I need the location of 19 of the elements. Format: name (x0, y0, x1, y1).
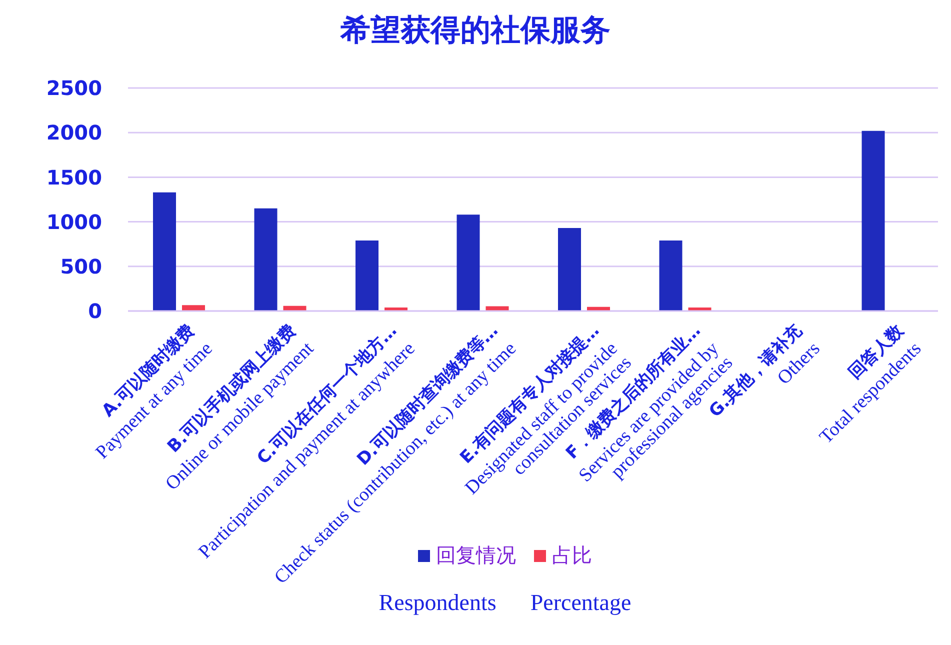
legend-label: 回复情况 (435, 542, 516, 569)
bar (182, 305, 205, 311)
chart-title: 希望获得的社保服务 (339, 12, 612, 50)
legend-label: 占比 (551, 542, 592, 569)
y-tick-label: 500 (60, 254, 102, 278)
bar (558, 228, 581, 311)
y-tick-label: 0 (88, 299, 102, 324)
bar (456, 214, 480, 311)
text: Percentage (530, 590, 632, 616)
y-tick-label: 1500 (46, 165, 102, 190)
y-tick-label: 2000 (46, 120, 102, 145)
bar (356, 240, 378, 311)
text: Respondents (378, 590, 496, 616)
bar (659, 240, 682, 311)
y-tick-label: 1000 (46, 210, 102, 234)
bar (254, 208, 278, 311)
bar (862, 130, 885, 311)
bar (153, 192, 176, 311)
y-tick-label: 2500 (46, 76, 102, 100)
